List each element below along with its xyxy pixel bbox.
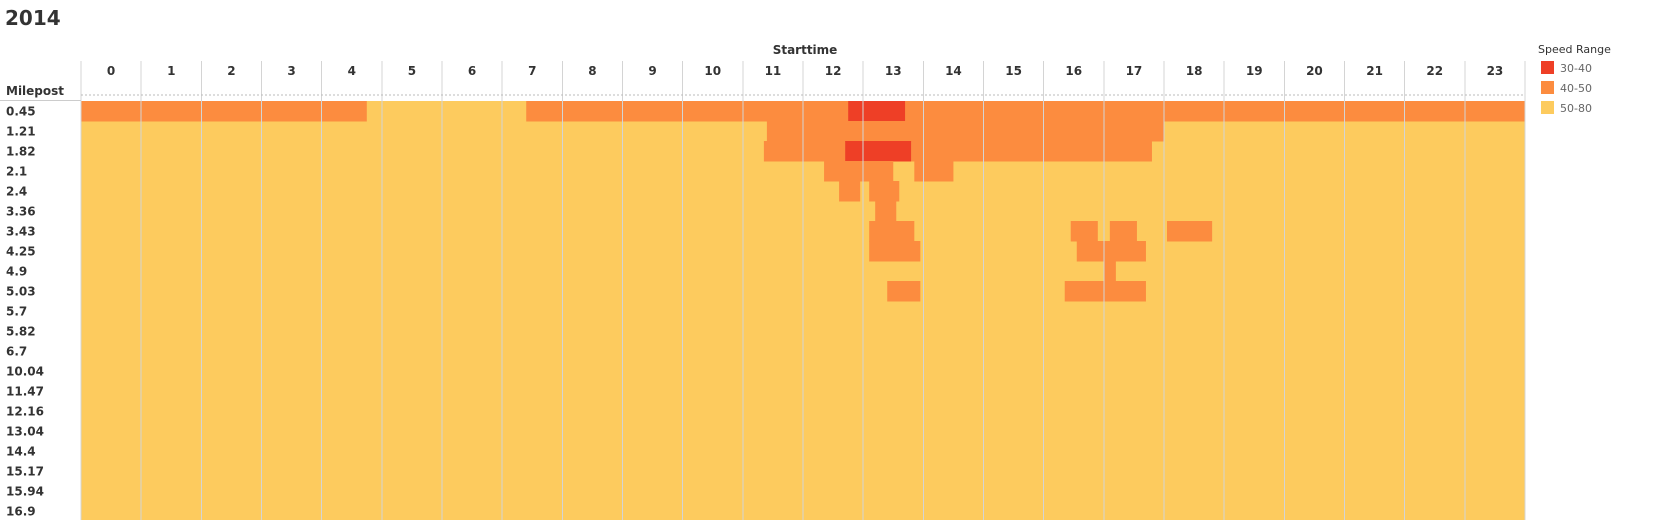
heatmap-cell — [887, 281, 921, 302]
x-tick-label: 6 — [468, 64, 476, 78]
y-tick-label: 3.43 — [6, 225, 36, 239]
x-tick-label: 14 — [945, 64, 962, 78]
y-tick-label: 5.82 — [6, 325, 36, 339]
heatmap-cell — [875, 201, 897, 222]
heatmap-cell — [911, 141, 1152, 162]
x-tick-label: 21 — [1366, 64, 1383, 78]
column-gridlines — [0, 61, 1526, 520]
heatmap-cell — [766, 121, 1164, 142]
x-tick-label: 20 — [1306, 64, 1323, 78]
x-tick-label: 0 — [107, 64, 115, 78]
x-tick-label: 17 — [1126, 64, 1143, 78]
x-tick-label: 15 — [1005, 64, 1022, 78]
x-tick-label: 9 — [648, 64, 656, 78]
x-axis-title: Starttime — [773, 43, 838, 57]
heatmap-cell — [869, 221, 915, 242]
y-tick-label: 6.7 — [6, 345, 27, 359]
heatmap-cell — [1070, 221, 1098, 242]
x-tick-label: 13 — [885, 64, 902, 78]
heatmap-cell — [526, 101, 849, 122]
chart-title: 2014 — [5, 6, 61, 30]
y-tick-label: 1.82 — [6, 145, 36, 159]
heatmap-cell — [763, 141, 846, 162]
heatmap-cell — [1103, 261, 1116, 282]
y-tick-label: 2.4 — [6, 185, 27, 199]
heatmap-cell — [914, 161, 954, 182]
legend-title: Speed Range — [1538, 43, 1611, 56]
heatmap-cell — [1076, 241, 1146, 262]
heatmap-cell — [905, 101, 1525, 122]
heatmap-cell — [869, 181, 900, 202]
x-tick-label: 1 — [167, 64, 175, 78]
heatmap-cell — [1167, 221, 1213, 242]
y-tick-label: 4.25 — [6, 245, 36, 259]
legend: Speed Range 30-40 40-50 50-80 — [1538, 43, 1611, 115]
heatmap-cell — [845, 141, 912, 162]
x-tick-label: 10 — [704, 64, 721, 78]
legend-label: 50-80 — [1560, 102, 1592, 115]
x-tick-label: 3 — [287, 64, 295, 78]
y-tick-label: 2.1 — [6, 165, 27, 179]
x-axis-ticks: 0 1 2 3 4 5 6 7 8 9 10 11 12 13 14 15 16 17 18 19 20 21 22 23 — [107, 64, 1503, 78]
y-tick-label: 1.21 — [6, 125, 36, 139]
x-tick-label: 7 — [528, 64, 536, 78]
x-tick-label: 2 — [227, 64, 235, 78]
heatmap-cell — [81, 101, 367, 122]
heatmap-cell — [1064, 281, 1146, 302]
x-tick-label: 5 — [408, 64, 416, 78]
heatmap-cell — [869, 241, 921, 262]
x-tick-label: 8 — [588, 64, 596, 78]
heatmap-cell — [839, 181, 861, 202]
y-tick-label: 4.9 — [6, 265, 27, 279]
y-tick-label: 11.47 — [6, 385, 44, 399]
x-tick-label: 4 — [348, 64, 356, 78]
x-tick-label: 11 — [765, 64, 782, 78]
y-tick-label: 13.04 — [6, 425, 44, 439]
y-tick-label: 12.16 — [6, 405, 44, 419]
y-tick-label: 0.45 — [6, 105, 36, 119]
y-axis-ticks: 0.45 1.21 1.82 2.1 2.4 3.36 3.43 4.25 4.9 5.03 5.7… — [6, 105, 44, 519]
x-tick-label: 22 — [1426, 64, 1443, 78]
x-tick-label: 16 — [1065, 64, 1082, 78]
y-tick-label: 15.17 — [6, 465, 44, 479]
heatmap-cell — [1109, 221, 1137, 242]
x-tick-label: 18 — [1186, 64, 1203, 78]
legend-label: 30-40 — [1560, 62, 1592, 75]
x-tick-label: 12 — [825, 64, 842, 78]
legend-swatch — [1541, 101, 1554, 114]
y-tick-label: 10.04 — [6, 365, 44, 379]
y-tick-label: 5.03 — [6, 285, 36, 299]
heatmap-cell — [848, 101, 906, 122]
y-axis-title: Milepost — [6, 84, 64, 98]
x-tick-label: 19 — [1246, 64, 1263, 78]
legend-label: 40-50 — [1560, 82, 1592, 95]
y-tick-label: 14.4 — [6, 445, 36, 459]
y-tick-label: 15.94 — [6, 485, 44, 499]
y-tick-label: 16.9 — [6, 505, 36, 519]
legend-swatch — [1541, 61, 1554, 74]
y-tick-label: 5.7 — [6, 305, 27, 319]
y-tick-label: 3.36 — [6, 205, 36, 219]
heatmap-cell — [824, 161, 894, 182]
x-tick-label: 23 — [1487, 64, 1504, 78]
legend-swatch — [1541, 81, 1554, 94]
